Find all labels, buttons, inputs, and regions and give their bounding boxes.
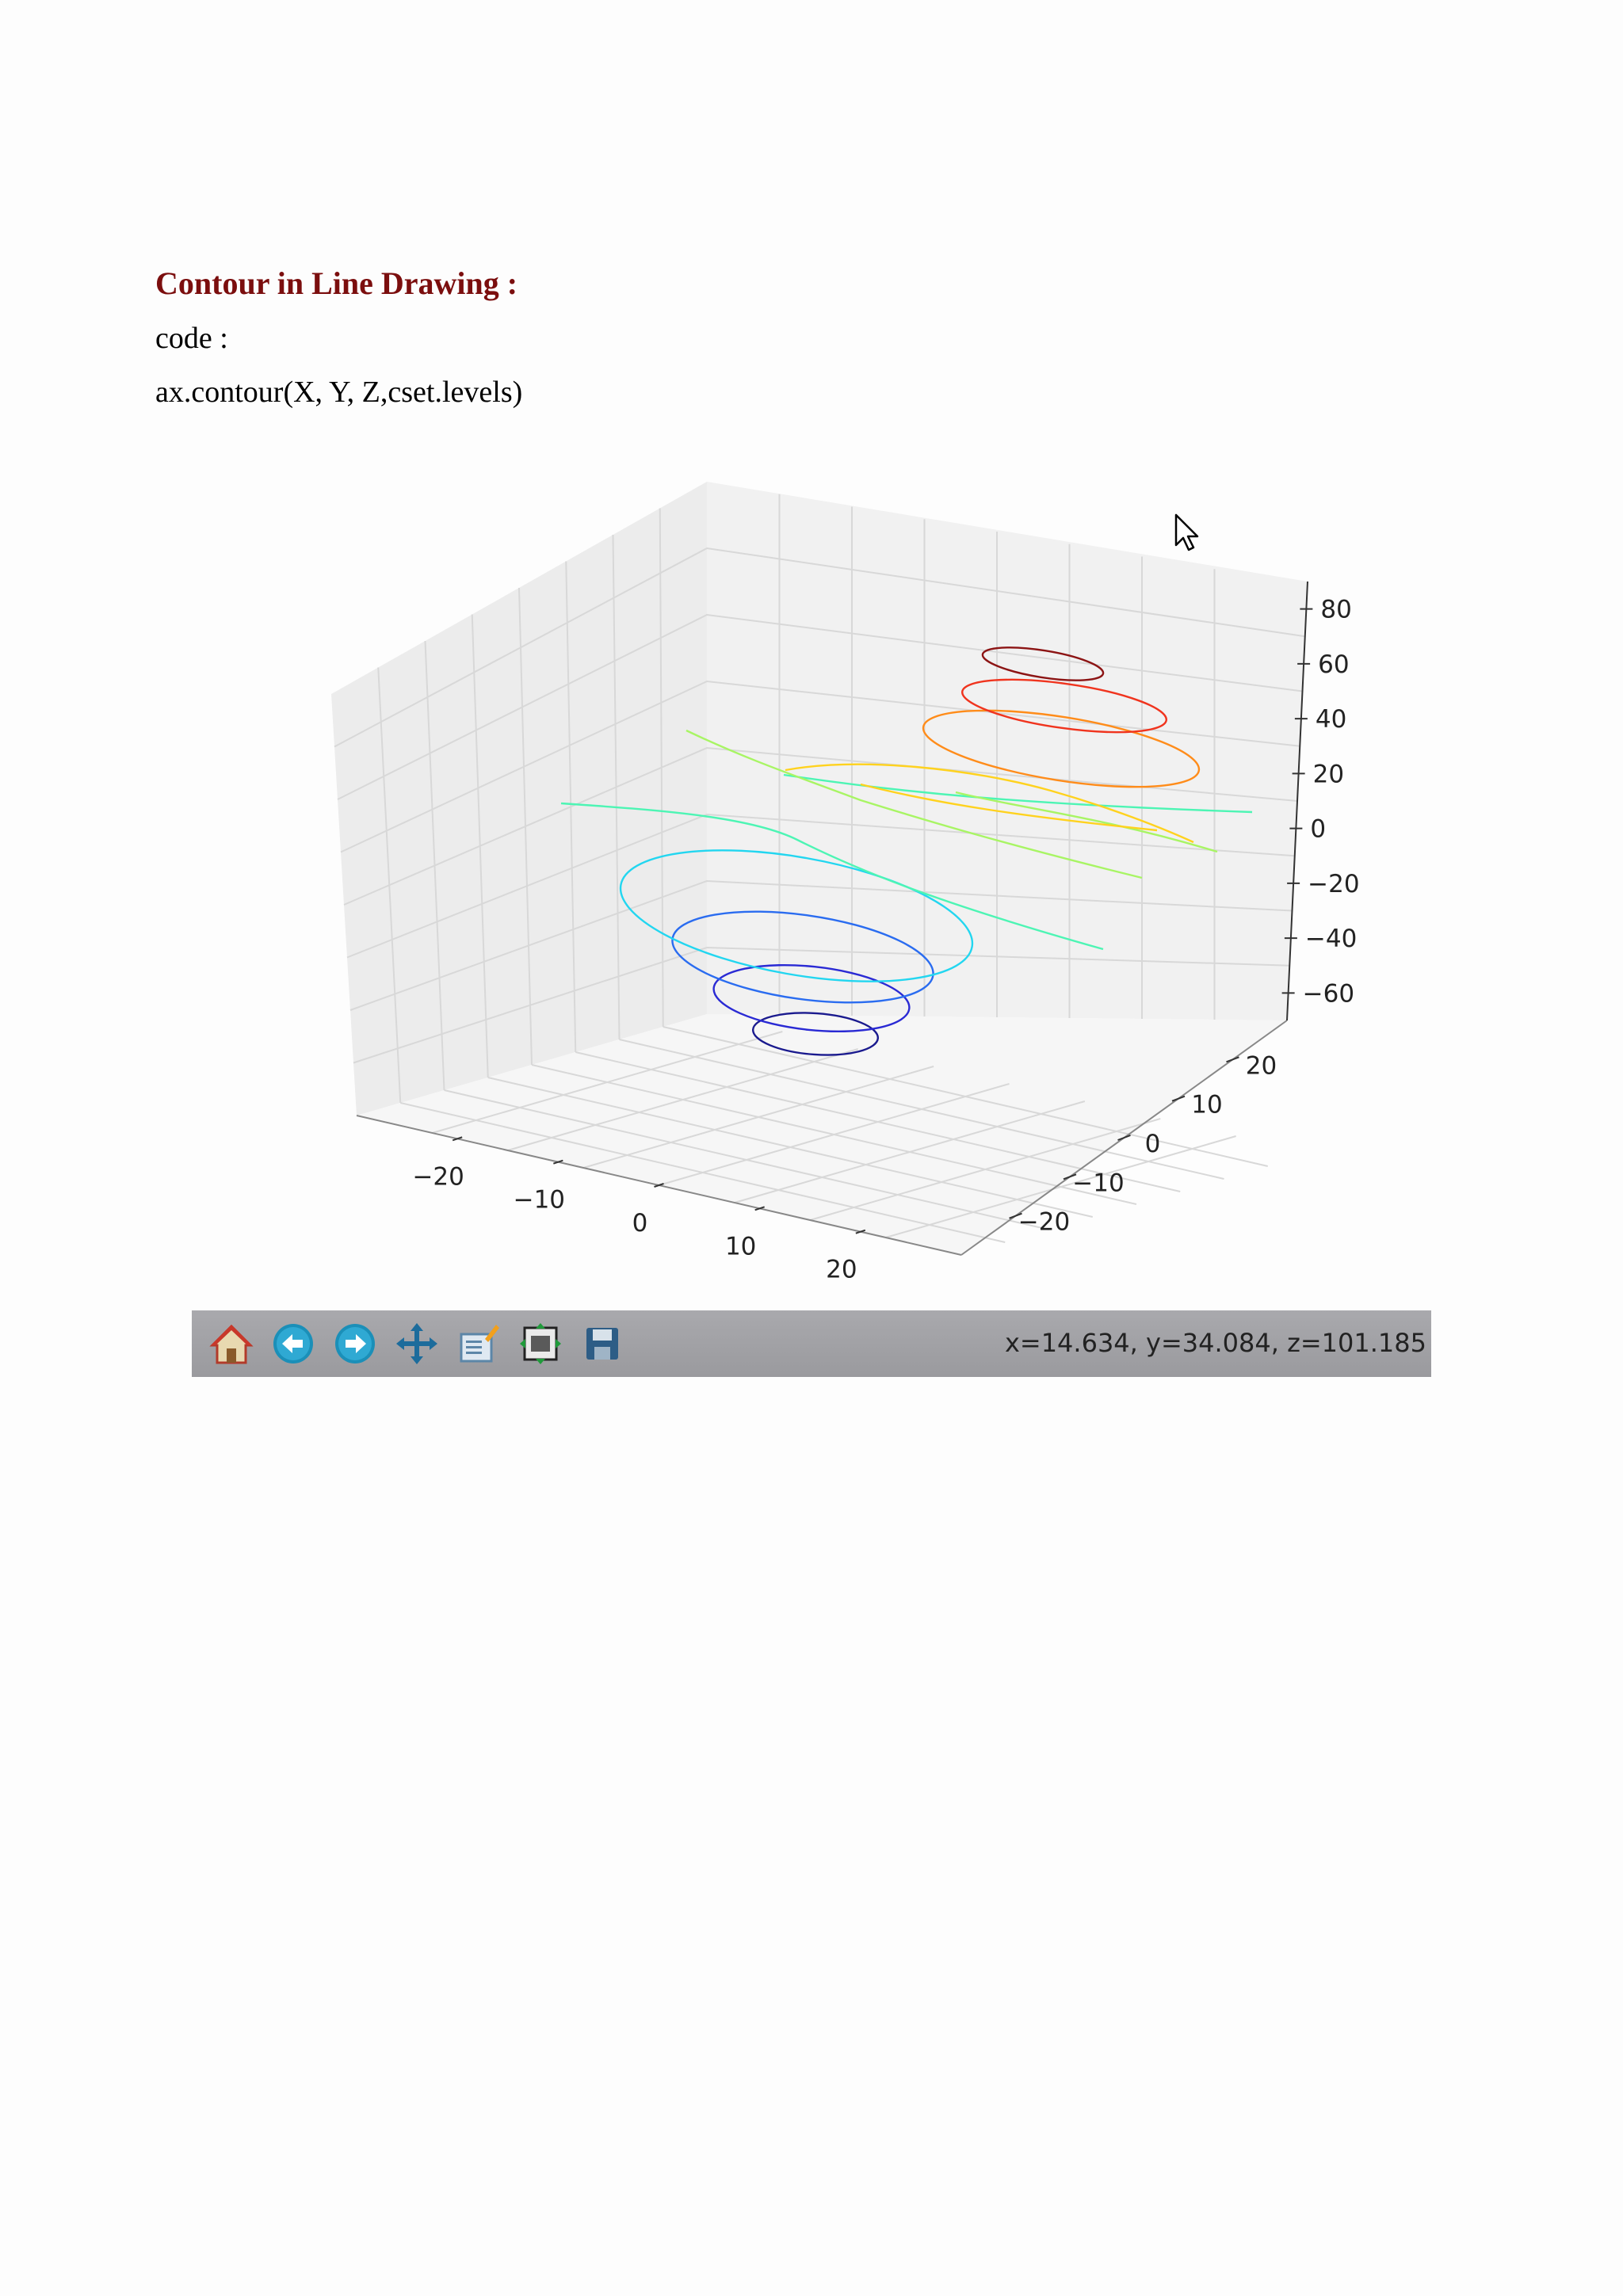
y-tick — [1063, 1173, 1077, 1180]
x-tick-label: 20 — [826, 1256, 857, 1284]
z-tick-label: −60 — [1303, 979, 1354, 1008]
grid-line — [349, 879, 1293, 1011]
arrow-right-icon — [335, 1324, 375, 1363]
contour-level-0 — [619, 849, 974, 982]
x-tick-label: 0 — [632, 1209, 648, 1238]
contour-level-30-branch — [860, 783, 1158, 832]
y-tick-label: 10 — [1191, 1091, 1222, 1119]
left-pane — [331, 482, 707, 1116]
grid-line — [531, 1064, 1137, 1205]
contour-level-40 — [922, 709, 1201, 788]
y-tick-label: −20 — [1018, 1208, 1070, 1237]
mouse-cursor-icon — [1174, 513, 1199, 551]
x-tick-label: −20 — [412, 1162, 464, 1191]
floor-pane — [357, 1014, 1287, 1255]
x-tick — [654, 1183, 664, 1188]
grid-line — [343, 746, 1298, 906]
contour-level--40 — [712, 963, 911, 1033]
back-button[interactable] — [269, 1320, 317, 1367]
x-tick — [452, 1136, 463, 1142]
grid-line — [334, 547, 1305, 748]
contour-level-80 — [981, 646, 1105, 681]
z-tick-label: 40 — [1316, 705, 1346, 734]
pan-button[interactable] — [393, 1320, 441, 1367]
grid-line — [575, 1051, 1181, 1192]
y-tick — [1117, 1135, 1131, 1141]
subplots-icon — [520, 1323, 561, 1364]
z-tick-label: −40 — [1305, 925, 1357, 953]
zoom-button[interactable] — [455, 1320, 502, 1367]
z-tick-label: 80 — [1320, 596, 1351, 624]
forward-button[interactable] — [331, 1320, 379, 1367]
code-label: code : — [155, 322, 228, 355]
x-tick-label: 10 — [725, 1232, 756, 1261]
z-tick-label: 0 — [1310, 815, 1326, 844]
subplots-button[interactable] — [517, 1320, 564, 1367]
grid-line — [619, 1039, 1224, 1180]
section-heading: Contour in Line Drawing : — [155, 265, 518, 301]
cursor-coordinates: x=14.634, y=34.084, z=101.185 — [1004, 1328, 1426, 1358]
grid-line — [885, 1135, 1236, 1238]
z-axis-line — [1286, 581, 1308, 1021]
move-arrows-icon — [396, 1323, 437, 1364]
grid-line — [353, 946, 1290, 1064]
contour-level-10 — [560, 802, 1104, 951]
zoom-rect-icon — [460, 1325, 499, 1363]
grid-line — [346, 813, 1295, 959]
grid-line — [663, 1026, 1268, 1167]
x-tick — [553, 1159, 563, 1165]
code-snippet: ax.contour(X, Y, Z,cset.levels) — [155, 376, 523, 409]
y-tick — [1171, 1095, 1186, 1102]
contour-lines — [560, 646, 1253, 1056]
grid-line — [734, 1100, 1086, 1203]
z-tick-label: 60 — [1318, 650, 1349, 679]
contour-level-20-branch — [955, 791, 1218, 853]
arrow-left-icon — [273, 1324, 313, 1363]
x-tick-label: −10 — [514, 1186, 565, 1215]
contour-level-20 — [685, 729, 1143, 879]
x-tick — [855, 1229, 866, 1234]
y-tick — [1009, 1212, 1022, 1219]
grid-line — [809, 1118, 1161, 1221]
navigation-toolbar: x=14.634, y=34.084, z=101.185 — [192, 1310, 1431, 1377]
y-tick-label: 20 — [1246, 1051, 1277, 1080]
grid-line — [337, 613, 1303, 800]
floppy-disk-icon — [586, 1328, 618, 1360]
y-tick — [1226, 1056, 1239, 1063]
home-icon — [209, 1324, 254, 1364]
contour-level-60 — [961, 678, 1167, 734]
x-tick — [754, 1206, 765, 1211]
y-tick-label: 0 — [1145, 1130, 1161, 1158]
home-button[interactable] — [208, 1320, 255, 1367]
z-tick-label: −20 — [1308, 870, 1359, 898]
contour-level-30 — [785, 763, 1194, 844]
back-pane — [707, 482, 1308, 1020]
matplotlib-3d-plot[interactable]: −20 −10 0 10 20 −20 −10 0 10 20 80 60 40 20 0 −20 −40 −60 — [306, 444, 1431, 1307]
contour-level--60 — [751, 1012, 880, 1056]
save-button[interactable] — [579, 1320, 626, 1367]
y-tick-label: −10 — [1072, 1169, 1124, 1197]
grid — [334, 494, 1305, 1243]
z-tick-label: 20 — [1313, 760, 1344, 788]
